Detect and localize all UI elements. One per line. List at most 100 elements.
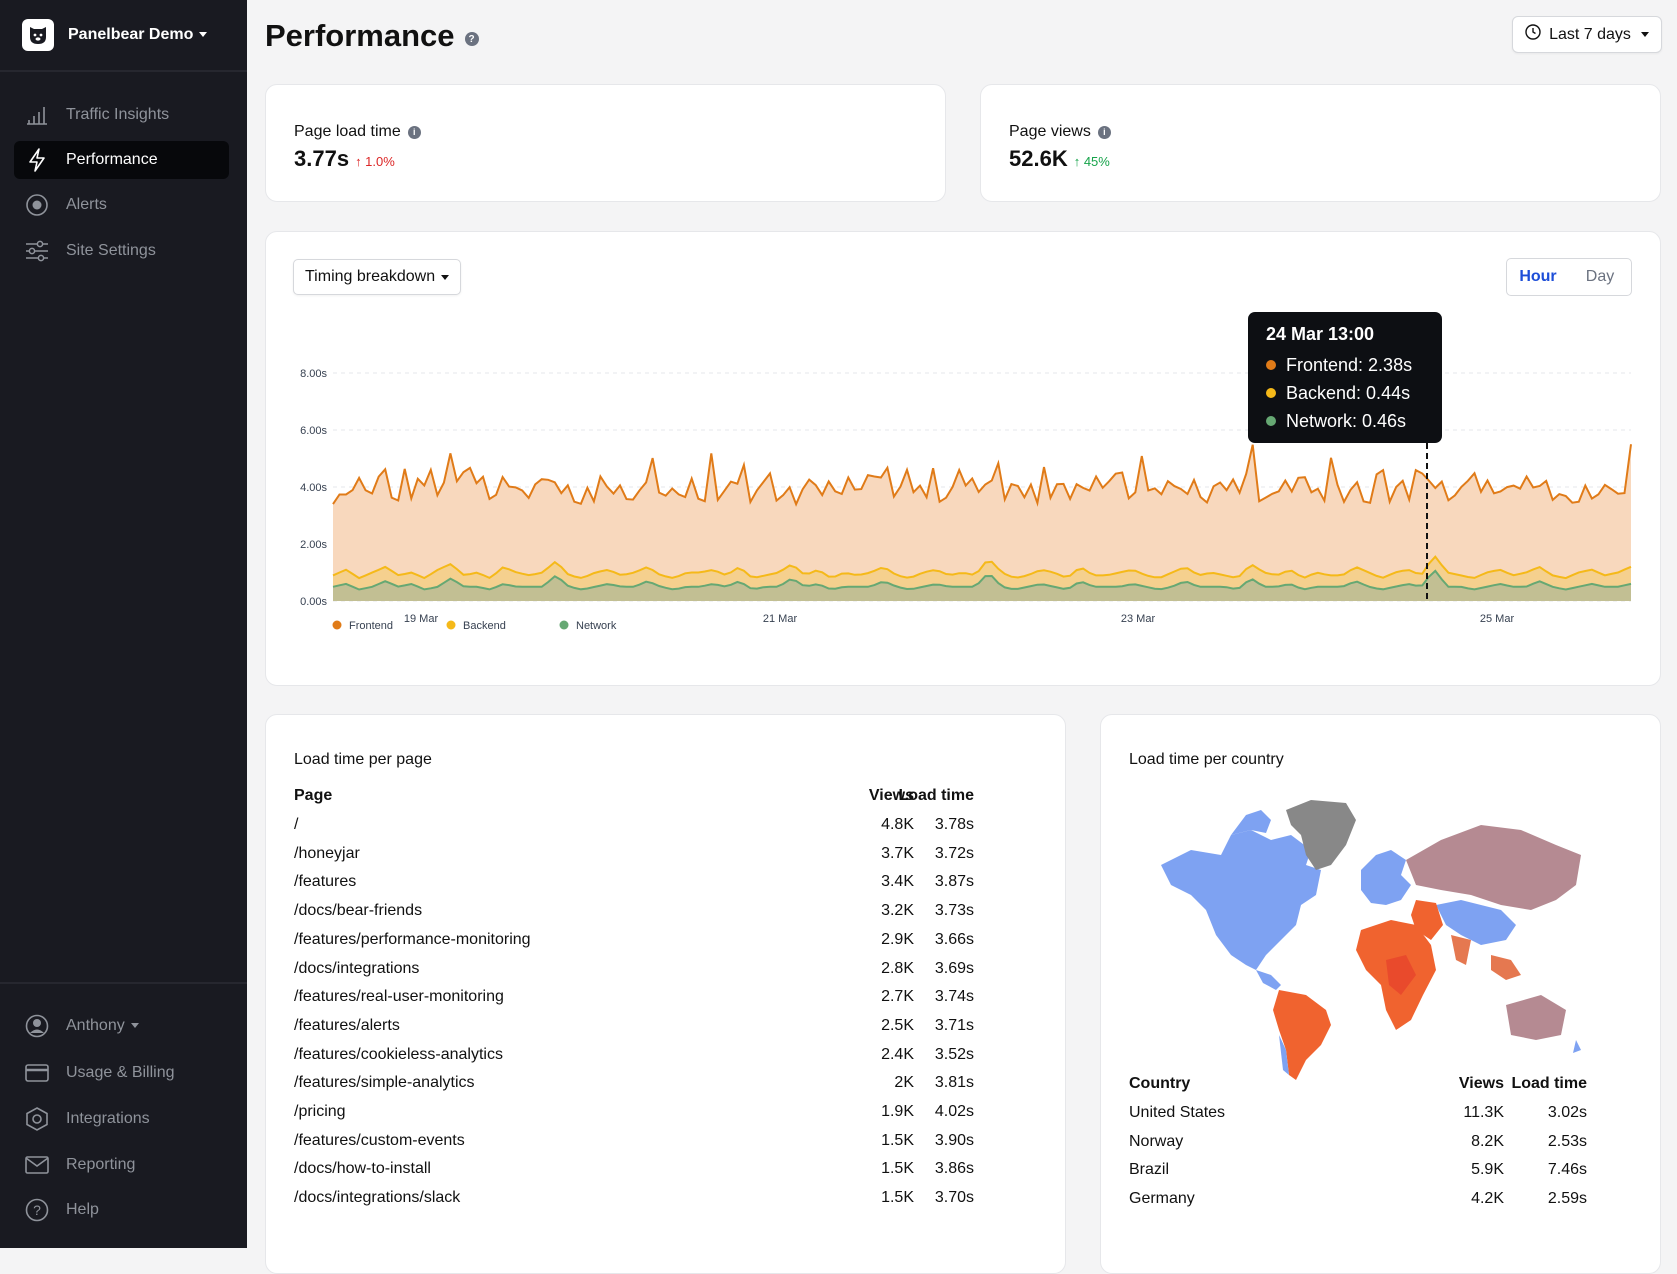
table-row[interactable]: / 4.8K 3.78s — [294, 816, 994, 846]
region-australia[interactable] — [1506, 995, 1566, 1040]
country-name[interactable]: United States — [1129, 1104, 1226, 1121]
table-row[interactable]: /features/performance-monitoring 2.9K 3.… — [294, 931, 994, 961]
question-icon: ? — [24, 1197, 50, 1223]
frontend-line — [332, 444, 1632, 507]
country-name[interactable]: Norway — [1129, 1132, 1184, 1150]
table-row[interactable]: /features/cookieless-analytics 2.4K 3.52… — [294, 1046, 994, 1076]
nav-traffic-insights[interactable]: Traffic Insights — [14, 96, 229, 134]
frontend-area — [333, 444, 1631, 601]
page-path[interactable]: /features/simple-analytics — [294, 1074, 475, 1092]
page-load-time: 3.78s — [934, 816, 974, 833]
nav-help[interactable]: ? Help — [14, 1191, 229, 1229]
page-path[interactable]: /honeyjar — [294, 844, 360, 862]
country-name[interactable]: Brazil — [1129, 1161, 1170, 1179]
region-chile[interactable] — [1279, 1035, 1289, 1075]
col-header-views[interactable]: Views — [1458, 1075, 1504, 1092]
region-new-zealand[interactable] — [1573, 1040, 1581, 1053]
region-central-america[interactable] — [1256, 970, 1281, 990]
page-path[interactable]: /features/real-user-monitoring — [294, 988, 504, 1006]
card-title: Load time per country — [1129, 751, 1284, 768]
page-path[interactable]: / — [294, 816, 299, 833]
nav-site-settings[interactable]: Site Settings — [14, 232, 229, 270]
table-row[interactable]: /docs/integrations/slack 1.5K 3.70s — [294, 1189, 994, 1219]
page-views: 2.5K — [881, 1016, 914, 1034]
table-header: Page Views Load time — [294, 787, 994, 817]
table-row[interactable]: /features/simple-analytics 2K 3.81s — [294, 1074, 994, 1104]
page-path[interactable]: /features/custom-events — [294, 1131, 465, 1149]
region-middle-east[interactable] — [1411, 900, 1443, 940]
x-tick-label: 19 Mar — [404, 613, 439, 625]
col-header-country[interactable]: Country — [1129, 1075, 1191, 1092]
page-path[interactable]: /docs/how-to-install — [294, 1160, 431, 1178]
region-india[interactable] — [1451, 935, 1471, 965]
region-russia[interactable] — [1406, 825, 1581, 910]
region-central-africa[interactable] — [1386, 955, 1416, 995]
page-path[interactable]: /features/alerts — [294, 1016, 400, 1034]
table-row[interactable]: /docs/integrations 2.8K 3.69s — [294, 960, 994, 990]
sidebar: Panelbear Demo Traffic Insights Performa… — [0, 0, 247, 1248]
region-north-america[interactable] — [1161, 830, 1321, 970]
table-row[interactable]: /docs/bear-friends 3.2K 3.73s — [294, 902, 994, 932]
toggle-day[interactable]: Day — [1585, 268, 1615, 285]
nav-performance[interactable]: Performance — [14, 141, 229, 179]
page-views: 2.7K — [881, 988, 914, 1006]
nav-label: Usage & Billing — [66, 1064, 175, 1081]
region-europe[interactable] — [1361, 850, 1411, 905]
svg-text:?: ? — [33, 1202, 41, 1218]
region-china[interactable] — [1436, 900, 1516, 945]
world-map[interactable] — [1161, 795, 1601, 1085]
help-icon[interactable]: ? — [464, 32, 479, 46]
timing-chart[interactable]: 0.00s 2.00s 4.00s 6.00s 8.00s 19 Mar 21 Mar 23 … — [265, 231, 1661, 686]
page-views: 1.5K — [881, 1131, 914, 1149]
page-path[interactable]: /docs/integrations/slack — [294, 1189, 461, 1207]
toggle-hour[interactable]: Hour — [1519, 268, 1557, 285]
user-icon — [24, 1013, 50, 1039]
table-row[interactable]: /docs/how-to-install 1.5K 3.86s — [294, 1160, 994, 1190]
site-switcher[interactable]: Panelbear Demo — [22, 18, 208, 52]
region-greenland[interactable] — [1286, 800, 1356, 870]
page-path[interactable]: /docs/bear-friends — [294, 902, 423, 920]
page-views: 2.4K — [881, 1045, 914, 1063]
nav-label: Reporting — [66, 1156, 136, 1173]
table-row[interactable]: Brazil 5.9K 7.46s — [1129, 1161, 1599, 1191]
date-range-select[interactable]: Last 7 days — [1512, 16, 1662, 53]
nav-integrations[interactable]: Integrations — [14, 1100, 229, 1138]
table-row[interactable]: /features/custom-events 1.5K 3.90s — [294, 1132, 994, 1162]
country-load-time: 3.02s — [1547, 1104, 1587, 1121]
nav-reporting[interactable]: Reporting — [14, 1146, 229, 1184]
info-icon[interactable]: i — [407, 125, 421, 139]
col-header-load-time[interactable]: Load time — [1511, 1075, 1587, 1092]
page-title: Performance ? — [265, 18, 479, 54]
col-header-views[interactable]: Views — [868, 787, 914, 804]
user-menu[interactable]: Anthony — [14, 1007, 229, 1045]
page-path[interactable]: /features/cookieless-analytics — [294, 1045, 503, 1063]
table-row[interactable]: /pricing 1.9K 4.02s — [294, 1103, 994, 1133]
region-south-america[interactable] — [1273, 990, 1331, 1080]
region-canada-north[interactable] — [1231, 810, 1271, 835]
chart-metric-dropdown[interactable]: Timing breakdown — [293, 259, 462, 295]
table-row[interactable]: /features/real-user-monitoring 2.7K 3.74… — [294, 988, 994, 1018]
col-header-page[interactable]: Page — [294, 787, 333, 804]
table-row[interactable]: Germany 4.2K 2.59s — [1129, 1190, 1599, 1220]
table-row[interactable]: /features 3.4K 3.87s — [294, 873, 994, 903]
page-views: 2.8K — [881, 959, 914, 977]
nav-usage-billing[interactable]: Usage & Billing — [14, 1054, 229, 1092]
page-path[interactable]: /pricing — [294, 1103, 346, 1120]
country-name[interactable]: Germany — [1129, 1190, 1195, 1208]
region-se-asia[interactable] — [1491, 955, 1521, 980]
chart-tooltip: 24 Mar 13:00 Frontend: 2.38s Backend: 0.… — [1248, 312, 1442, 443]
page-views: 1.5K — [881, 1189, 914, 1207]
page-path[interactable]: /features/performance-monitoring — [294, 930, 531, 948]
table-row[interactable]: United States 11.3K 3.02s — [1129, 1104, 1599, 1134]
nav-alerts[interactable]: Alerts — [14, 186, 229, 224]
kpi-card-page-views: Page views i 52.6K ↑ 45% — [980, 84, 1661, 202]
table-row[interactable]: /features/alerts 2.5K 3.71s — [294, 1017, 994, 1047]
col-header-load-time[interactable]: Load time — [898, 787, 974, 804]
table-row[interactable]: Norway 8.2K 2.53s — [1129, 1133, 1599, 1163]
info-icon[interactable]: i — [1097, 125, 1111, 139]
legend-label: Frontend — [349, 620, 393, 632]
page-load-time: 3.74s — [934, 988, 974, 1006]
page-path[interactable]: /docs/integrations — [294, 959, 420, 977]
page-path[interactable]: /features — [294, 873, 357, 891]
table-row[interactable]: /honeyjar 3.7K 3.72s — [294, 845, 994, 875]
